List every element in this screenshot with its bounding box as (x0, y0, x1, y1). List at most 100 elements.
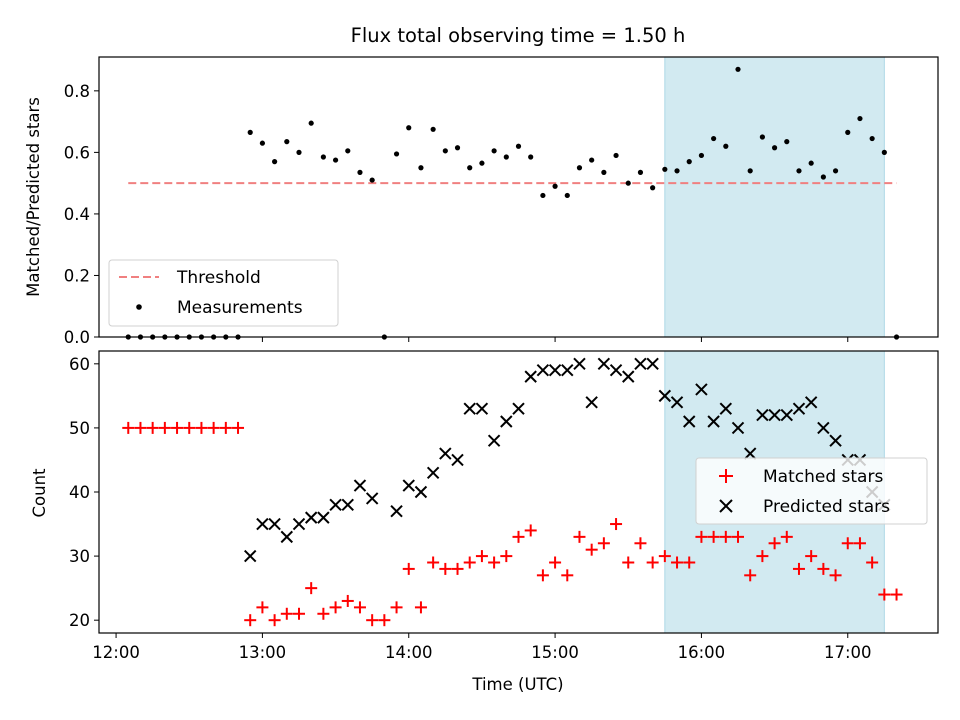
predicted-star-point (658, 389, 672, 403)
matched-star-point (488, 556, 501, 569)
measurement-point (735, 66, 741, 72)
matched-star-point (549, 556, 562, 569)
matched-star-point (341, 594, 354, 607)
measurement-point (832, 168, 839, 174)
measurement-point (759, 134, 765, 140)
predicted-star-point (439, 447, 452, 460)
measurement-point (845, 129, 851, 135)
x-tick-label: 12:00 (92, 643, 140, 662)
matched-star-point (329, 601, 342, 614)
measurement-point (711, 135, 717, 142)
matched-star-point (744, 569, 757, 582)
matched-star-point (256, 601, 269, 614)
matched-star-point (707, 530, 720, 543)
matched-star-point (146, 421, 159, 434)
matched-star-point (622, 556, 635, 569)
matched-star-point (500, 550, 513, 563)
matched-star-point (122, 421, 135, 434)
measurement-point (869, 135, 875, 142)
matched-star-point (573, 530, 586, 543)
matched-star-point (366, 614, 379, 627)
measurement-point (430, 126, 436, 132)
measurement-point (406, 125, 412, 131)
predicted-star-point (426, 466, 440, 479)
y-tick-label: 0.4 (64, 205, 90, 224)
predicted-star-point (268, 517, 281, 531)
predicted-star-point (548, 364, 562, 377)
matched-star-point (134, 421, 147, 434)
matched-star-point (829, 569, 842, 582)
measurement-point (771, 145, 778, 151)
measurement-point (320, 154, 326, 160)
matched-star-point (378, 614, 391, 627)
predicted-star-point (390, 505, 403, 518)
bottom-legend: Matched stars Predicted stars (695, 457, 928, 525)
matched-star-point (890, 588, 903, 601)
predicted-star-point (804, 396, 818, 409)
predicted-star-point (780, 408, 793, 422)
matched-star-point (219, 421, 232, 434)
measurement-point (418, 165, 424, 171)
matched-star-point (634, 537, 647, 550)
y-tick-label: 0.0 (64, 328, 90, 347)
matched-star-point (232, 421, 245, 434)
matched-star-point (780, 530, 793, 543)
x-axis-label: Time (UTC) (471, 675, 563, 694)
predicted-star-point (756, 408, 769, 422)
measurement-point (662, 166, 668, 172)
matched-star-point (756, 550, 769, 563)
y-tick-label: 20 (69, 611, 90, 630)
measurement-point (296, 149, 302, 155)
matched-star-point (195, 421, 208, 434)
matched-star-point (597, 537, 610, 550)
measurement-point (796, 168, 802, 174)
matched-star-point (207, 421, 220, 434)
matched-star-point (878, 588, 891, 601)
matched-star-point (695, 530, 708, 543)
measurement-point (820, 174, 826, 180)
matched-star-point (414, 601, 427, 614)
predicted-star-point (670, 396, 684, 409)
matched-star-point (561, 569, 574, 582)
predicted-star-point (304, 511, 318, 524)
predicted-star-point (524, 370, 537, 383)
measurement-point (613, 152, 619, 159)
measurement-point (284, 139, 290, 145)
predicted-star-point (743, 447, 757, 460)
measurement-point (272, 159, 278, 165)
predicted-star-point (707, 415, 720, 428)
y-tick-label: 30 (69, 547, 90, 566)
matched-star-point (183, 421, 196, 434)
matched-star-point (158, 421, 171, 434)
matched-star-point (524, 524, 537, 537)
chart-title: Flux total observing time = 1.50 h (351, 24, 686, 47)
legend-predicted-label: Predicted stars (763, 497, 890, 517)
highlight-region (664, 56, 885, 338)
measurement-point (589, 157, 595, 163)
predicted-star-point (512, 402, 525, 415)
x-tick-label: 15:00 (531, 643, 579, 662)
matched-star-point (866, 556, 879, 569)
predicted-star-point (451, 453, 464, 467)
predicted-star-point (792, 402, 806, 415)
predicted-star-point (817, 421, 830, 435)
matched-star-point (805, 550, 818, 563)
matched-star-point (353, 601, 366, 614)
legend-measurements-label: Measurements (177, 298, 303, 318)
predicted-star-point (634, 357, 647, 371)
measurement-point (747, 168, 753, 174)
matched-star-point (390, 601, 403, 614)
x-tick-label: 16:00 (678, 643, 726, 662)
predicted-star-point (768, 408, 781, 422)
predicted-star-point (463, 402, 476, 415)
measurement-point (345, 148, 351, 154)
predicted-star-point (609, 364, 623, 377)
measurement-point (686, 159, 692, 165)
matched-star-point (439, 562, 452, 575)
predicted-star-point (573, 357, 586, 371)
predicted-star-point (719, 402, 733, 415)
predicted-star-point (353, 479, 367, 492)
predicted-star-point (329, 498, 342, 512)
top-legend: Threshold Measurements (108, 259, 339, 327)
predicted-star-point (829, 434, 842, 447)
